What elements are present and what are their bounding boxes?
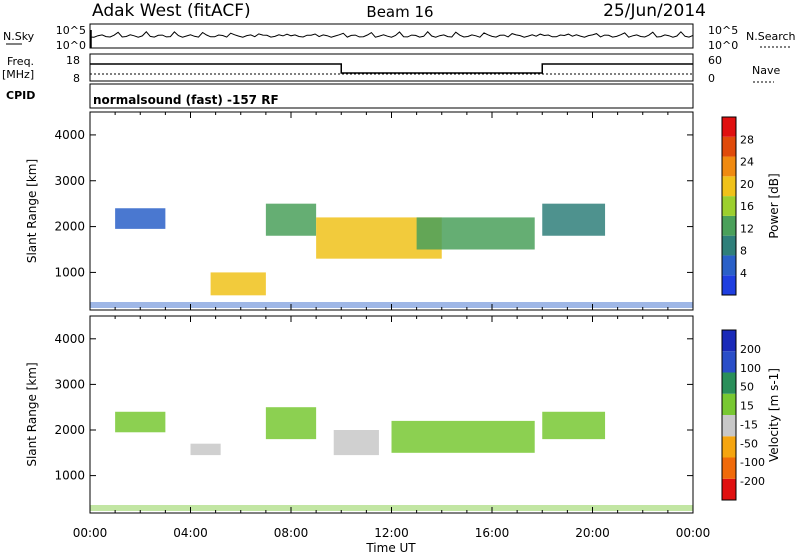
x-axis-label: Time UT [365, 541, 416, 554]
y-tick-label: 3000 [54, 174, 85, 188]
colorbar-segment [722, 176, 736, 197]
y-tick-label: 4000 [54, 128, 85, 142]
colorbar-segment [722, 136, 736, 157]
noise-trace-line [89, 31, 694, 38]
colorbar-tick-label: 100 [740, 362, 761, 375]
colorbar-tick-label: 20 [740, 178, 754, 191]
cpid-text: normalsound (fast) -157 RF [93, 93, 279, 107]
y-tick-label: 2000 [54, 220, 85, 234]
colorbar-tick-label: -100 [740, 456, 765, 469]
colorbar-tick-label: 15 [740, 400, 754, 413]
colorbar-segment [722, 478, 736, 500]
colorbar-tick-label: 24 [740, 156, 754, 169]
station-title: Adak West (fitACF) [92, 1, 251, 21]
y-axis-label: Slant Range [km] [25, 159, 39, 263]
colorbar-label: Power [dB] [767, 173, 781, 238]
y-tick-label: 1000 [54, 469, 85, 483]
noise-right-label: N.Search [746, 30, 796, 43]
x-tick-label: 04:00 [173, 526, 208, 540]
colorbar-segment [722, 215, 736, 236]
noise-left-tick: 10^0 [56, 39, 86, 52]
noise-panel-frame [89, 23, 694, 49]
colorbar-tick-label: 200 [740, 343, 761, 356]
noise-right-tick: 10^0 [708, 39, 738, 52]
noise-left-tick: 10^5 [56, 24, 86, 37]
heatmap-region [542, 411, 606, 440]
colorbar-segment [722, 415, 736, 437]
freq-trace-line [90, 63, 693, 74]
colorbar-frame [721, 329, 737, 501]
colorbar-tick-label: -15 [740, 418, 758, 431]
heatmap-region [391, 420, 535, 453]
colorbar-segment [722, 235, 736, 256]
freq-right-tick: 60 [708, 54, 722, 67]
colorbar-tick-label: -200 [740, 475, 765, 488]
colorbar-segment [722, 255, 736, 276]
x-tick-label: 20:00 [575, 526, 610, 540]
colorbar-tick-label: -50 [740, 437, 758, 450]
colorbar-segment [722, 372, 736, 394]
x-tick-label: 08:00 [274, 526, 309, 540]
colorbar-segment [722, 393, 736, 415]
cpid-panel-frame [89, 83, 694, 109]
heatmap-region [265, 407, 317, 440]
colorbar-segment [722, 330, 736, 352]
y-axis-label: Slant Range [km] [25, 362, 39, 466]
colorbar-tick-label: 12 [740, 222, 754, 235]
y-tick-label: 3000 [54, 377, 85, 391]
colorbar-segment [722, 117, 736, 137]
y-tick-label: 4000 [54, 332, 85, 346]
colorbar-tick-label: 4 [740, 267, 747, 280]
colorbar-tick-label: 50 [740, 381, 754, 394]
colorbar-label: Velocity [m s-1] [767, 368, 781, 462]
colorbar-segment [722, 457, 736, 479]
colorbar-segment [722, 351, 736, 373]
y-tick-label: 2000 [54, 423, 85, 437]
date-title: 25/Jun/2014 [603, 1, 706, 21]
colorbar-segment [722, 275, 736, 295]
heatmap-region [265, 203, 317, 236]
heatmap-region [333, 430, 379, 456]
beam-title: Beam 16 [366, 3, 433, 21]
colorbar-frame [721, 116, 737, 296]
noise-right-tick: 10^5 [708, 24, 738, 37]
x-tick-label: 00:00 [73, 526, 108, 540]
freq-left-tick: 8 [73, 72, 80, 85]
freq-left-tick: 18 [66, 54, 80, 67]
heatmap-region [416, 217, 535, 250]
heatmap-region [210, 272, 266, 296]
freq-label-2: [MHz] [2, 68, 34, 81]
freq-panel-frame [89, 53, 694, 82]
heatmap-region [115, 411, 166, 433]
x-tick-label: 16:00 [475, 526, 510, 540]
nave-label: Nave [752, 64, 780, 77]
colorbar-segment [722, 436, 736, 458]
x-tick-label: 12:00 [374, 526, 409, 540]
cpid-label: CPID [6, 89, 35, 102]
noise-left-label: N.Sky [3, 30, 35, 43]
freq-label-1: Freq. [7, 55, 34, 68]
y-tick-label: 1000 [54, 265, 85, 279]
colorbar-tick-label: 28 [740, 133, 754, 146]
x-tick-label: 00:00 [676, 526, 711, 540]
colorbar-segment [722, 196, 736, 216]
colorbar-tick-label: 16 [740, 200, 754, 213]
heatmap-region [190, 443, 221, 456]
heatmap-region [115, 208, 166, 229]
colorbar-segment [722, 156, 736, 177]
colorbar-tick-label: 8 [740, 245, 747, 258]
freq-right-tick: 0 [708, 72, 715, 85]
heatmap-region [542, 203, 606, 236]
